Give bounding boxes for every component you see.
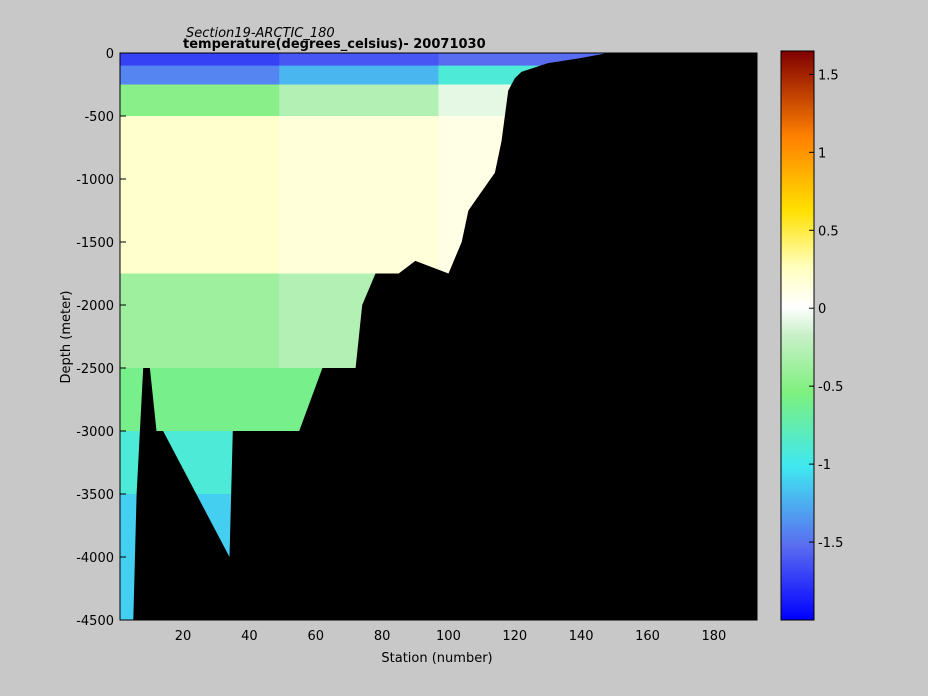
y-tick-label: 0: [106, 47, 114, 62]
band-cell-0-1: [279, 53, 439, 67]
colorbar-tick-label: 0.5: [818, 224, 839, 239]
plot-frame: [119, 52, 758, 621]
y-tick-label: -2500: [76, 362, 114, 377]
x-tick-label: 80: [374, 629, 391, 644]
x-tick-label: 20: [175, 629, 192, 644]
y-tick-label: -3000: [76, 425, 114, 440]
chart-subtitle: temperature(degrees_celsius)- 20071030: [183, 37, 486, 52]
y-tick-label: -4500: [76, 614, 114, 629]
x-tick-label: 60: [307, 629, 324, 644]
y-tick-label: -3500: [76, 488, 114, 503]
x-tick-label: 140: [569, 629, 594, 644]
colorbar-tick-label: 1: [818, 146, 826, 161]
band-cell-0-0: [120, 53, 280, 67]
colorbar-gradient: [780, 50, 815, 621]
axes: 20 40 60 80 100 120 140 160 180 0 -500 -1000 -1500 -2…: [76, 47, 758, 644]
band-cell-1-0: [120, 65, 280, 85]
colorbar-tick-label: 1.5: [818, 68, 839, 83]
x-axis-label: Station (number): [381, 651, 492, 666]
chart-title: Section19-ARCTIC_180: [186, 26, 335, 41]
colorbar-tick-label: 0: [818, 302, 826, 317]
band-cell-3-0: [120, 116, 280, 274]
band-cell-2-0: [120, 84, 280, 117]
x-tick-label: 40: [241, 629, 258, 644]
band-cell-1-1: [279, 65, 439, 85]
x-tick-label: 120: [502, 629, 527, 644]
x-tick-label: 100: [436, 629, 461, 644]
y-axis-label: Depth (meter): [59, 291, 74, 384]
colorbar-tick-label: -1: [818, 458, 831, 473]
x-tick-label: 180: [701, 629, 726, 644]
band-cell-3-1: [279, 116, 439, 274]
y-tick-label: -1000: [76, 173, 114, 188]
plot-area: [120, 53, 758, 621]
y-tick-label: -500: [84, 110, 114, 125]
band-cell-5-0: [120, 305, 280, 369]
y-tick-label: -1500: [76, 236, 114, 251]
band-cell-4-0: [120, 273, 280, 306]
colorbar: 1.5 1 0.5 0 -0.5 -1 -1.5: [780, 50, 843, 621]
colorbar-tick-label: -0.5: [818, 380, 843, 395]
x-tick-label: 160: [635, 629, 660, 644]
colorbar-tick-label: -1.5: [818, 536, 843, 551]
seafloor-mask: [120, 53, 757, 620]
band-cell-2-1: [279, 84, 439, 117]
y-tick-label: -2000: [76, 299, 114, 314]
y-tick-label: -4000: [76, 551, 114, 566]
